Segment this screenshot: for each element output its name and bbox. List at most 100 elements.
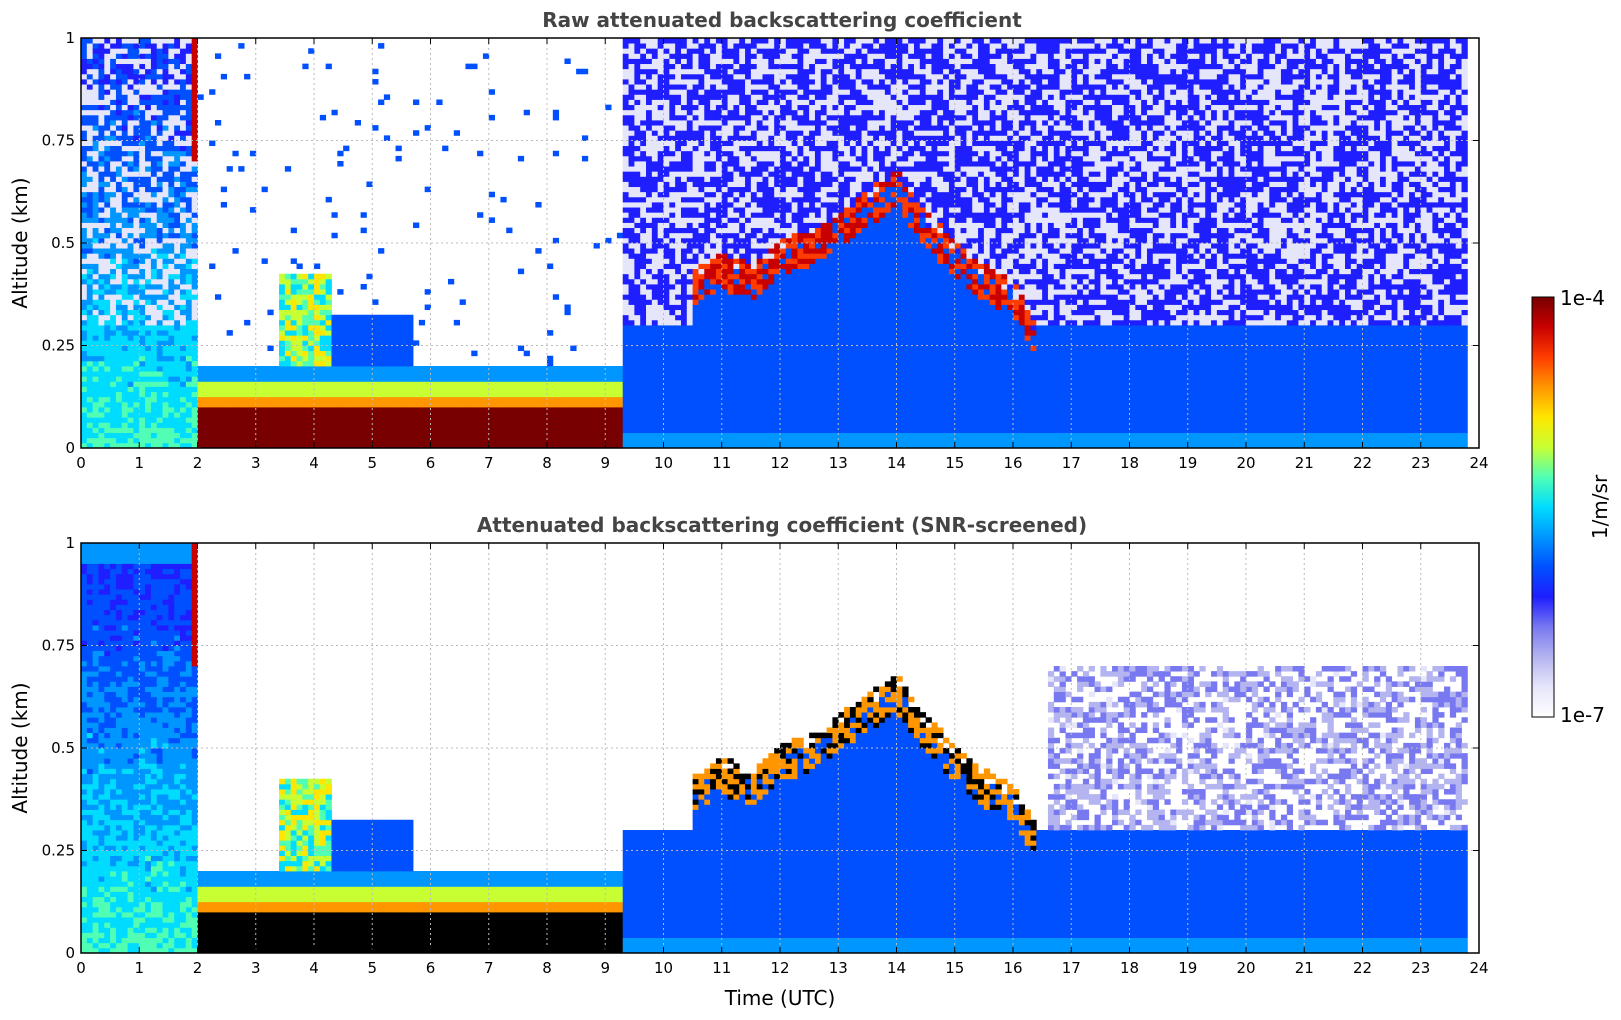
heatmap-cell — [157, 253, 163, 259]
heatmap-cell — [646, 89, 652, 95]
heatmap-cell — [192, 105, 198, 111]
heatmap-cell — [623, 335, 629, 341]
heatmap-cell — [209, 433, 215, 439]
heatmap-cell — [291, 397, 297, 403]
heatmap-cell — [291, 305, 297, 311]
heatmap-cell — [693, 248, 699, 254]
heatmap-cell — [279, 387, 285, 393]
heatmap-cell — [518, 376, 524, 382]
heatmap-cell — [314, 325, 320, 331]
heatmap-cell — [698, 335, 704, 341]
heatmap-cell — [110, 310, 116, 316]
heatmap-cell — [122, 315, 128, 321]
heatmap-cell — [524, 381, 530, 387]
heatmap-cell — [599, 422, 605, 428]
heatmap-cell — [297, 422, 303, 428]
heatmap-cell — [163, 166, 169, 172]
heatmap-cell — [133, 412, 139, 418]
heatmap-cell — [617, 402, 623, 408]
heatmap-cell — [524, 412, 530, 418]
heatmap-cell — [186, 202, 192, 208]
heatmap-cell — [279, 428, 285, 434]
heatmap-cell — [180, 171, 186, 177]
heatmap-cell — [366, 387, 372, 393]
heatmap-cell — [273, 402, 279, 408]
heatmap-cell — [139, 84, 145, 90]
heatmap-cell — [693, 325, 699, 331]
heatmap-cell — [291, 387, 297, 393]
heatmap-cell — [174, 161, 180, 167]
heatmap-cell — [168, 407, 174, 413]
heatmap-cell — [128, 279, 134, 285]
heatmap-cell — [256, 428, 262, 434]
heatmap-cell — [634, 125, 640, 131]
heatmap-cell — [664, 217, 670, 223]
heatmap-cell — [698, 371, 704, 377]
heatmap-cell — [314, 356, 320, 362]
heatmap-cell — [710, 387, 716, 393]
heatmap-cell — [669, 335, 675, 341]
heatmap-cell — [180, 279, 186, 285]
heatmap-cell — [262, 376, 268, 382]
heatmap-cell — [174, 141, 180, 147]
heatmap-cell — [396, 315, 402, 321]
heatmap-cell — [87, 248, 93, 254]
heatmap-cell — [355, 376, 361, 382]
heatmap-cell — [495, 376, 501, 382]
heatmap-cell — [588, 433, 594, 439]
heatmap-cell — [594, 428, 600, 434]
heatmap-cell — [407, 412, 413, 418]
heatmap-cell — [669, 346, 675, 352]
heatmap-cell — [623, 269, 629, 275]
heatmap-cell — [448, 412, 454, 418]
heatmap-cell — [133, 361, 139, 367]
heatmap-cell — [460, 371, 466, 377]
heatmap-cell — [273, 381, 279, 387]
heatmap-cell — [378, 320, 384, 326]
heatmap-cell — [122, 325, 128, 331]
heatmap-cell — [145, 125, 151, 131]
heatmap-cell — [454, 397, 460, 403]
heatmap-cell — [273, 366, 279, 372]
heatmap-cell — [396, 397, 402, 403]
heatmap-cell — [87, 182, 93, 188]
heatmap-cell — [710, 381, 716, 387]
heatmap-cell — [163, 130, 169, 136]
heatmap-cell — [186, 279, 192, 285]
heatmap-cell — [390, 335, 396, 341]
heatmap-cell — [227, 371, 233, 377]
heatmap-cell — [640, 299, 646, 305]
heatmap-cell — [145, 361, 151, 367]
heatmap-cell — [623, 100, 629, 106]
heatmap-cell — [489, 217, 495, 223]
heatmap-cell — [675, 69, 681, 75]
heatmap-cell — [658, 130, 664, 136]
heatmap-cell — [664, 53, 670, 59]
heatmap-cell — [209, 402, 215, 408]
heatmap-cell — [681, 192, 687, 198]
heatmap-cell — [139, 412, 145, 418]
heatmap-cell — [634, 412, 640, 418]
heatmap-cell — [104, 69, 110, 75]
heatmap-cell — [425, 402, 431, 408]
heatmap-cell — [495, 381, 501, 387]
heatmap-cell — [157, 156, 163, 162]
heatmap-cell — [302, 279, 308, 285]
heatmap-cell — [186, 274, 192, 280]
heatmap-cell — [116, 269, 122, 275]
heatmap-cell — [221, 392, 227, 398]
heatmap-cell — [693, 53, 699, 59]
heatmap-cell — [646, 397, 652, 403]
heatmap-cell — [629, 412, 635, 418]
heatmap-cell — [87, 217, 93, 223]
heatmap-cell — [93, 212, 99, 218]
heatmap-cell — [576, 381, 582, 387]
heatmap-cell — [669, 264, 675, 270]
heatmap-cell — [698, 438, 704, 444]
heatmap-cell — [174, 351, 180, 357]
heatmap-cell — [390, 412, 396, 418]
heatmap-cell — [186, 48, 192, 54]
heatmap-cell — [640, 110, 646, 116]
heatmap-cell — [168, 315, 174, 321]
heatmap-cell — [658, 422, 664, 428]
